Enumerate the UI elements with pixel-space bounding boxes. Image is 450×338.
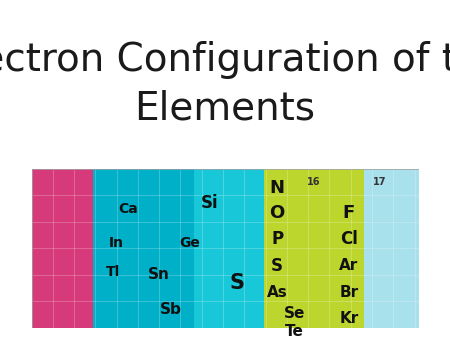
Text: N: N <box>270 178 285 196</box>
FancyBboxPatch shape <box>32 169 94 328</box>
Text: P: P <box>271 230 284 248</box>
Text: Kr: Kr <box>339 311 359 326</box>
Text: Br: Br <box>339 285 358 299</box>
FancyBboxPatch shape <box>264 169 364 328</box>
Text: As: As <box>267 285 288 299</box>
Text: Ge: Ge <box>180 236 201 250</box>
Text: Cl: Cl <box>340 230 358 248</box>
Text: Sn: Sn <box>148 267 170 283</box>
Text: 16: 16 <box>307 177 321 187</box>
Text: S: S <box>229 273 244 293</box>
Text: S: S <box>271 257 283 275</box>
Text: 17: 17 <box>373 177 387 187</box>
FancyBboxPatch shape <box>94 169 194 328</box>
Text: Ca: Ca <box>118 202 138 216</box>
Text: O: O <box>270 204 285 222</box>
Text: Electron Configuration of the
Elements: Electron Configuration of the Elements <box>0 41 450 128</box>
Text: Tl: Tl <box>106 265 120 279</box>
Text: F: F <box>343 204 355 222</box>
FancyBboxPatch shape <box>194 169 264 328</box>
Text: In: In <box>109 236 124 250</box>
FancyBboxPatch shape <box>364 169 418 328</box>
Text: Ar: Ar <box>339 258 359 273</box>
Text: Te: Te <box>285 324 304 338</box>
Text: Sb: Sb <box>160 302 182 317</box>
Text: Si: Si <box>201 194 218 212</box>
Text: Se: Se <box>284 306 306 321</box>
